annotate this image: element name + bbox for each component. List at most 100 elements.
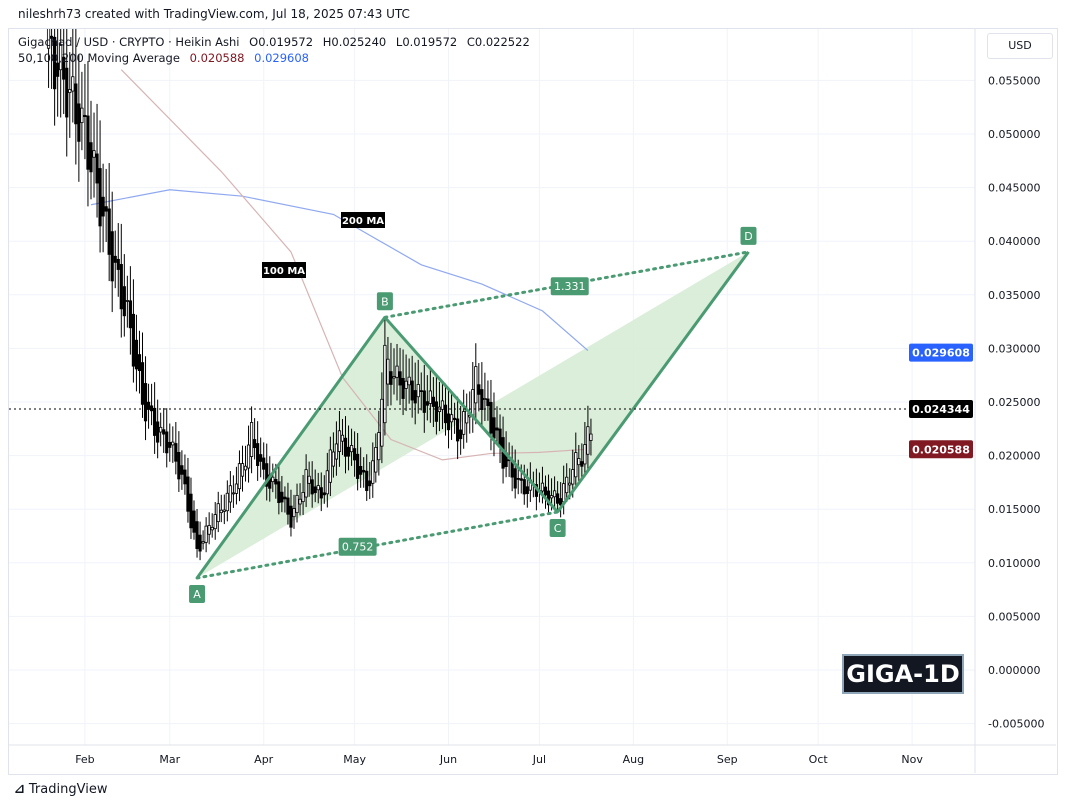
candle-body — [416, 384, 420, 398]
candle-body — [313, 486, 317, 494]
y-tick-label: 0.040000 — [988, 235, 1041, 248]
candle-body — [425, 401, 429, 406]
candle-body — [243, 465, 248, 471]
currency-button[interactable]: USD — [987, 33, 1053, 59]
candle-body — [331, 451, 335, 467]
candle-body — [389, 371, 393, 385]
candle-body — [219, 509, 223, 514]
candle-body — [380, 398, 384, 447]
candle-body — [310, 479, 314, 495]
candle-body — [101, 196, 105, 217]
candle-body — [213, 514, 217, 530]
candle-body — [359, 465, 363, 475]
price-tag-bg — [909, 343, 973, 362]
ratio-label: 0.752 — [342, 541, 374, 554]
close-value: C0.022522 — [466, 35, 530, 49]
open-value: O0.019572 — [249, 35, 314, 49]
y-tick-label: 0.025000 — [988, 396, 1041, 409]
ma-label: 100 MA — [263, 266, 305, 277]
chart-frame — [8, 28, 1058, 775]
candle-body — [89, 142, 93, 173]
candle-body — [486, 398, 490, 407]
candle-body — [559, 498, 563, 506]
candle-body — [256, 443, 260, 466]
candle-body — [274, 479, 278, 485]
candle-body — [552, 490, 557, 498]
candle-body — [474, 366, 478, 404]
candle-body — [71, 76, 75, 92]
point-label-c-bg — [549, 518, 566, 537]
x-tick-label: Apr — [254, 753, 274, 766]
candle-body — [495, 427, 499, 431]
x-tick-label: Mar — [159, 753, 180, 766]
candle-body — [153, 407, 157, 436]
point-label-b: B — [381, 295, 389, 308]
pattern-line-ab — [195, 316, 387, 579]
high-value: H0.025240 — [322, 35, 387, 49]
ma-label-bg — [341, 212, 385, 228]
ma100-value: 0.020588 — [189, 51, 245, 65]
tradingview-logo[interactable]: ⊿ TradingView — [14, 782, 107, 797]
candle-body — [292, 508, 296, 518]
point-label-a-bg — [189, 585, 206, 604]
candle-body — [398, 371, 402, 386]
candle-body — [180, 465, 184, 475]
candle-body — [122, 286, 126, 317]
x-tick-label: Aug — [623, 753, 644, 766]
candle-body — [365, 470, 369, 491]
candle-body — [325, 470, 329, 495]
candle-body — [174, 443, 178, 462]
candle-body — [113, 255, 117, 263]
candle-body — [471, 389, 475, 417]
candle-body — [477, 384, 481, 395]
candle-body — [216, 503, 220, 523]
candle-body — [410, 380, 414, 401]
x-tick-label: Sep — [717, 753, 738, 766]
candle-body — [171, 441, 175, 446]
pattern-line-ac — [195, 510, 560, 580]
candle-body — [374, 447, 378, 473]
candle-body — [62, 56, 66, 80]
y-tick-label: 0.020000 — [988, 450, 1041, 463]
candle-body — [86, 115, 90, 170]
candle-body — [289, 505, 293, 528]
ratio-label-bg — [338, 537, 377, 556]
candle-body — [56, 62, 60, 77]
candle-body — [525, 486, 529, 494]
candle-body — [407, 376, 411, 386]
candle-body — [162, 429, 166, 435]
candle-body — [568, 482, 572, 486]
candle-body — [249, 422, 254, 457]
candle-body — [449, 414, 454, 423]
candle-body — [392, 376, 396, 379]
candle-body — [571, 469, 575, 485]
candle-body — [168, 441, 172, 448]
candle-body — [53, 36, 57, 90]
candle-body — [352, 448, 357, 461]
y-tick-label: 0.050000 — [988, 128, 1041, 141]
candle-body — [201, 541, 205, 544]
point-label-d: D — [744, 230, 752, 243]
pattern-line-bc — [383, 316, 559, 513]
price-tag: 0.029608 — [912, 347, 970, 360]
candle-body — [46, 29, 51, 49]
candle-body — [368, 480, 372, 487]
candle-body — [583, 444, 587, 465]
candle-body — [65, 67, 69, 118]
candle-body — [546, 490, 551, 506]
candle-body — [140, 362, 145, 405]
candle-body — [146, 401, 151, 410]
candle-body — [280, 491, 284, 503]
point-label-c: C — [554, 522, 562, 535]
x-tick-label: Jun — [439, 753, 457, 766]
x-tick-label: Nov — [901, 753, 923, 766]
candle-body — [337, 430, 342, 452]
candle-body — [246, 444, 251, 469]
ma200-line — [90, 189, 589, 351]
candle-body — [186, 476, 190, 512]
plot-area — [9, 29, 975, 745]
y-tick-label: 0.055000 — [988, 74, 1041, 87]
candle-body — [434, 401, 439, 422]
candle-body — [298, 498, 302, 505]
